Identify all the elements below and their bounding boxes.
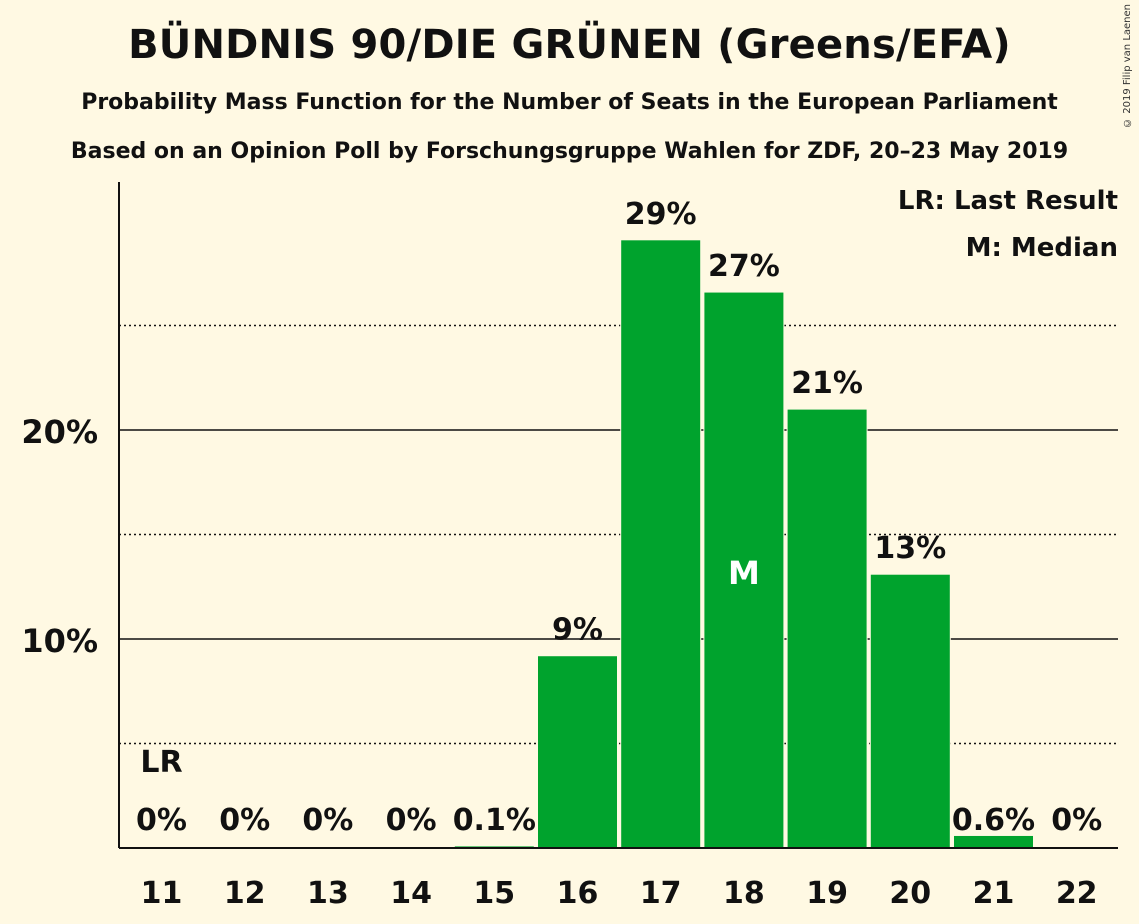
data-label: 27% [708,249,780,284]
data-label: 21% [791,366,863,401]
x-tick-label: 11 [141,876,183,911]
chart-subtitle: Probability Mass Function for the Number… [81,90,1058,115]
bar-17 [620,239,702,849]
legend-entry: LR: Last Result [898,186,1118,216]
x-tick-label: 17 [640,876,682,911]
last-result-marker: LR [140,745,182,780]
y-tick-label: 20% [21,413,98,451]
x-tick-label: 16 [557,876,599,911]
data-label: 0% [219,803,270,838]
data-label: 0% [386,803,437,838]
bar-18 [703,291,785,849]
x-tick-label: 13 [307,876,349,911]
data-label: 9% [552,613,603,648]
chart-source-subtitle: Based on an Opinion Poll by Forschungsgr… [70,139,1069,164]
bar-20 [869,573,951,849]
legend-entry: M: Median [966,233,1118,263]
x-tick-label: 19 [806,876,848,911]
x-tick-label: 21 [973,876,1015,911]
chart-title: BÜNDNIS 90/DIE GRÜNEN (Greens/EFA) [128,22,1011,68]
data-label: 0.6% [952,803,1035,838]
bar-19 [786,408,868,849]
x-tick-label: 18 [723,876,765,911]
data-label: 0% [302,803,353,838]
bar-16 [537,655,618,849]
x-tick-label: 22 [1056,876,1098,911]
data-label: 0% [136,803,187,838]
median-marker: M [728,554,760,592]
data-label: 0.1% [453,803,536,838]
data-label: 29% [625,197,697,232]
x-tick-label: 20 [889,876,931,911]
y-tick-label: 10% [21,622,98,660]
x-tick-label: 15 [473,876,515,911]
data-label: 13% [874,531,946,566]
x-tick-label: 14 [390,876,432,911]
x-tick-label: 12 [224,876,266,911]
data-label: 0% [1051,803,1102,838]
